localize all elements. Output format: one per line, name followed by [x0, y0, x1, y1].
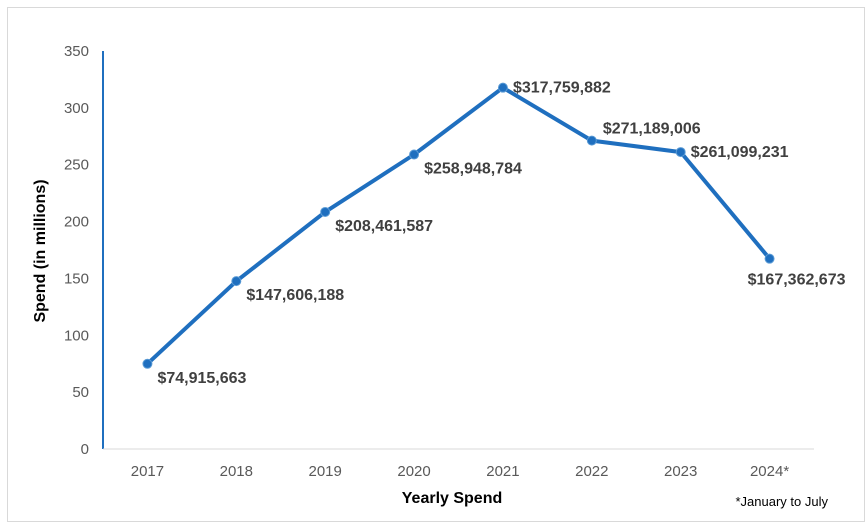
data-label: $271,189,006 — [603, 121, 701, 138]
y-tick-label: 300 — [64, 100, 89, 117]
x-tick-label: 2022 — [575, 463, 608, 480]
data-point — [409, 149, 420, 160]
series-line — [145, 85, 772, 366]
data-label: $317,759,882 — [513, 80, 611, 97]
data-label: $167,362,673 — [748, 272, 846, 289]
y-axis: 0 50 100 150 200 250 300 350 — [64, 43, 104, 458]
y-tick-label: 0 — [81, 441, 89, 458]
data-point — [497, 82, 508, 93]
data-point — [764, 253, 775, 264]
data-point — [231, 276, 242, 287]
data-label: $147,606,188 — [246, 287, 344, 304]
chart-frame — [7, 7, 865, 522]
x-tick-label: 2020 — [397, 463, 430, 480]
y-tick-label: 350 — [64, 43, 89, 60]
x-tick-label: 2018 — [220, 463, 253, 480]
y-tick-label: 150 — [64, 270, 89, 287]
x-tick-label: 2021 — [486, 463, 519, 480]
y-tick-label: 250 — [64, 157, 89, 174]
data-label: $258,948,784 — [424, 161, 522, 178]
footnote: *January to July — [736, 494, 829, 509]
x-tick-label: 2019 — [309, 463, 342, 480]
y-tick-label: 50 — [72, 384, 89, 401]
plot-area — [142, 82, 775, 369]
data-point — [675, 147, 686, 158]
x-axis-title: Yearly Spend — [402, 490, 503, 507]
data-label: $208,461,587 — [335, 218, 433, 235]
x-tick-label: 2017 — [131, 463, 164, 480]
x-tick-label: 2024* — [750, 463, 789, 480]
x-axis: 2017 2018 2019 2020 2021 2022 2023 2024* — [103, 448, 814, 480]
data-labels: $74,915,663 $147,606,188 $208,461,587 $258,… — [157, 80, 845, 387]
data-label: $74,915,663 — [157, 370, 246, 387]
data-point — [586, 135, 597, 146]
data-point — [142, 358, 153, 369]
y-tick-label: 200 — [64, 214, 89, 231]
y-axis-title: Spend (in millions) — [32, 179, 49, 322]
y-tick-label: 100 — [64, 327, 89, 344]
data-label: $261,099,231 — [691, 144, 789, 161]
data-point — [320, 206, 331, 217]
x-tick-label: 2023 — [664, 463, 697, 480]
